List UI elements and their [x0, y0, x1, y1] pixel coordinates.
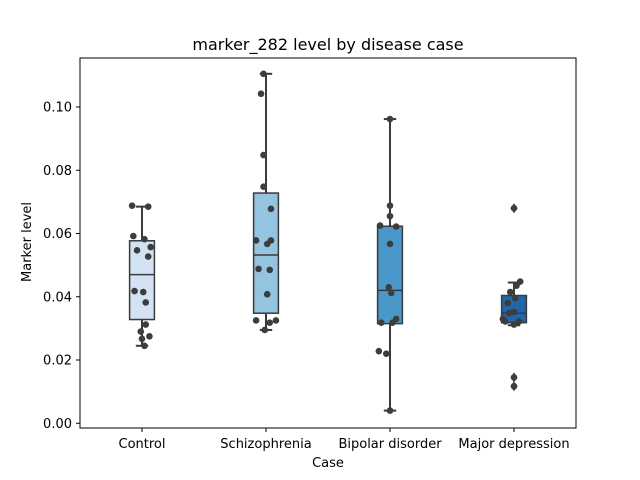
data-point	[141, 342, 148, 350]
data-point	[506, 288, 514, 296]
data-point	[511, 295, 519, 302]
data-point	[513, 282, 520, 289]
y-tick-label: 0.08	[43, 164, 72, 179]
box-group	[376, 118, 404, 412]
axes: 0.00 0.02 0.04 0.06 0.08 0.10 Control Schizophr…	[43, 101, 570, 452]
data-point	[257, 90, 265, 98]
data-point	[144, 203, 152, 210]
data-point	[252, 237, 260, 244]
data-point	[515, 318, 523, 325]
data-point	[392, 223, 400, 230]
data-point	[510, 321, 518, 328]
data-point	[267, 205, 275, 213]
data-point	[386, 212, 394, 220]
data-point	[382, 350, 390, 357]
box-group	[128, 205, 156, 347]
plot-area	[128, 70, 528, 414]
data-point	[386, 115, 394, 123]
y-tick-label: 0.02	[43, 354, 72, 369]
x-tick-label: Control	[119, 437, 166, 452]
data-point	[260, 151, 267, 159]
y-axis-label: Marker level	[20, 202, 35, 282]
data-point	[387, 289, 395, 297]
data-point	[139, 288, 147, 296]
data-point	[142, 299, 150, 306]
data-point	[378, 319, 385, 326]
y-tick-label: 0.04	[43, 290, 72, 305]
data-point	[272, 317, 280, 324]
data-point	[266, 266, 274, 274]
data-point	[510, 382, 518, 390]
data-point	[263, 240, 271, 248]
data-point	[260, 70, 267, 78]
y-tick-label: 0.06	[43, 227, 72, 242]
data-point	[263, 290, 271, 298]
data-point	[142, 321, 150, 328]
data-point	[138, 335, 146, 343]
data-point	[376, 222, 384, 229]
data-point	[386, 202, 394, 209]
data-point	[133, 246, 141, 254]
y-tick-label: 0.10	[43, 101, 72, 116]
x-tick-label: Bipolar disorder	[338, 437, 442, 452]
data-point	[266, 319, 274, 326]
data-point	[141, 235, 148, 243]
data-point	[510, 204, 518, 212]
data-point	[389, 319, 396, 326]
data-point	[502, 318, 509, 325]
data-point	[252, 317, 260, 324]
data-point	[505, 309, 513, 317]
data-point	[146, 332, 153, 340]
data-point	[137, 328, 145, 335]
data-point	[386, 240, 394, 248]
box-group	[252, 72, 280, 331]
data-point	[131, 287, 138, 295]
x-axis-label: Case	[312, 456, 344, 471]
box-iqr	[128, 240, 156, 321]
data-point	[144, 253, 152, 260]
x-tick-label: Major depression	[458, 437, 569, 452]
data-point	[510, 374, 518, 381]
data-point	[147, 243, 154, 251]
data-point	[261, 326, 269, 334]
data-point	[128, 202, 136, 209]
chart-title: marker_282 level by disease case	[192, 35, 463, 55]
data-point	[260, 183, 267, 191]
plot-frame	[79, 57, 577, 429]
data-point	[386, 407, 394, 414]
y-tick-label: 0.00	[43, 417, 72, 432]
data-point	[510, 308, 518, 316]
data-point	[375, 347, 383, 355]
data-point	[385, 283, 393, 291]
data-point	[255, 265, 262, 273]
x-tick-label: Schizophrenia	[220, 437, 311, 452]
data-point	[130, 232, 137, 240]
data-point	[504, 299, 512, 307]
